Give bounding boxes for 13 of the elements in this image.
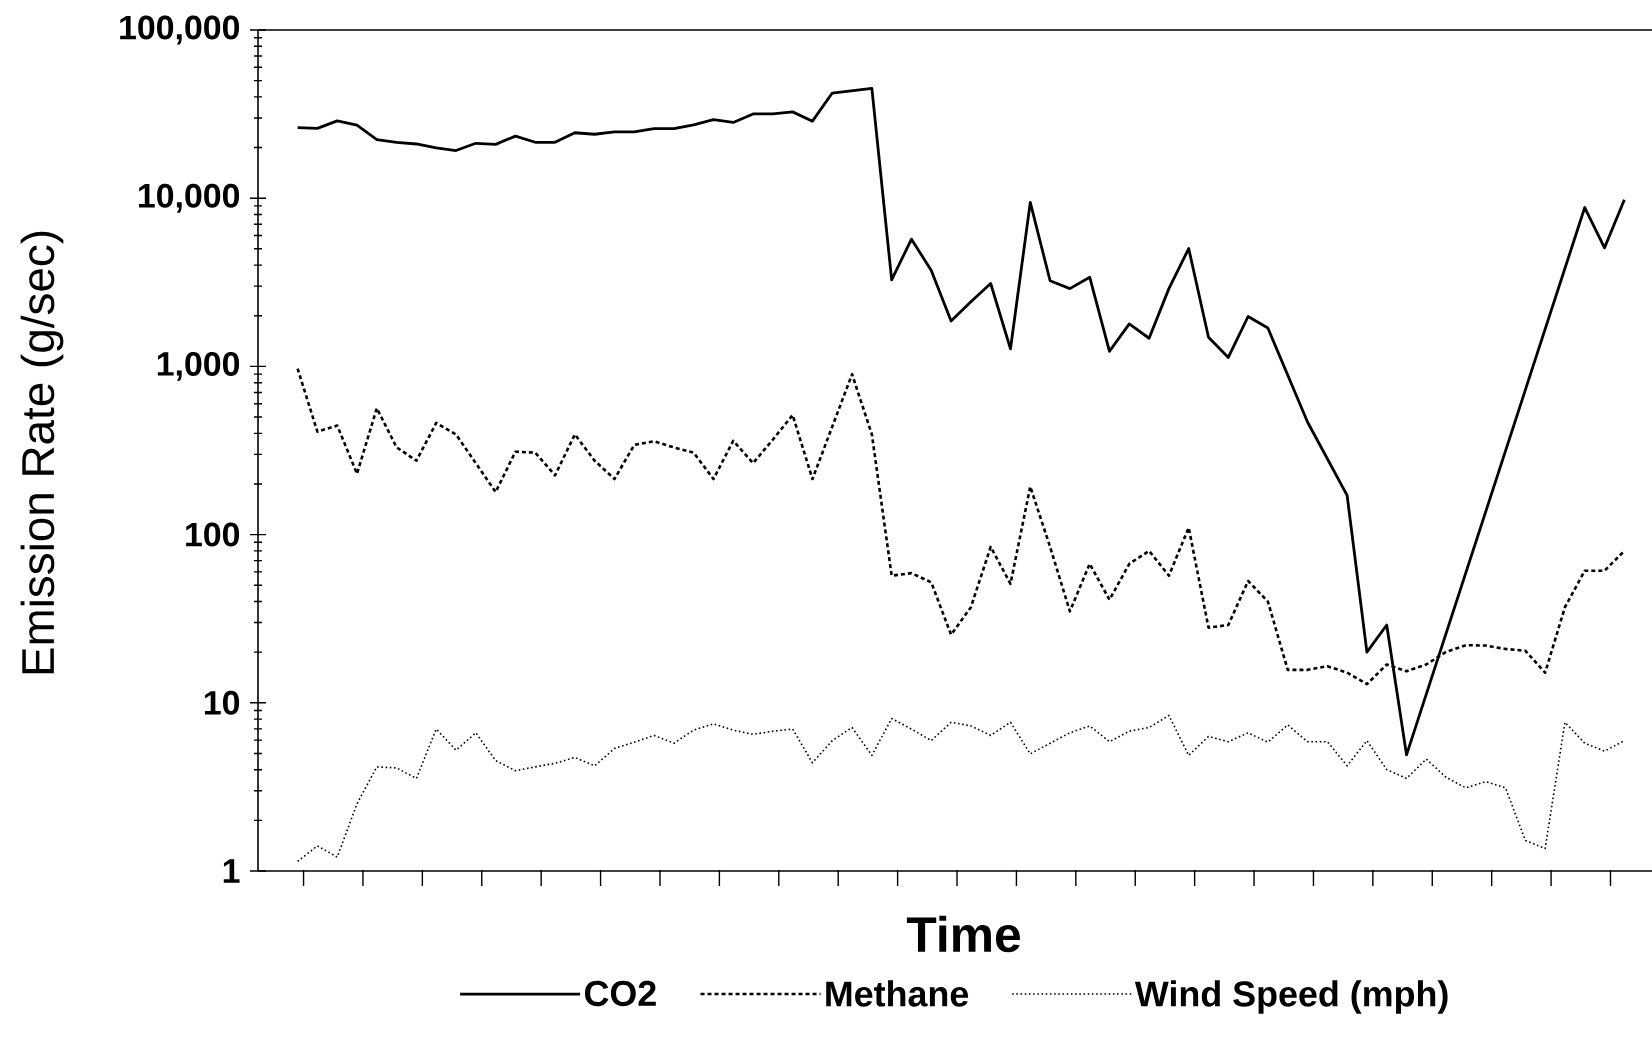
y-tick-label: 100 [186,522,240,547]
y-tick-label: 1 [223,859,240,883]
y-tick-label: 10 [204,690,240,715]
legend-label: Wind Speed (mph) [1134,980,1448,1014]
y-tick-label: 10,000 [139,183,240,213]
legend-label: Methane [826,980,969,1007]
y-axis-title: Emission Rate (g/sec) [20,231,64,674]
legend-label: CO2 [584,980,656,1007]
y-tick-label: 100,000 [120,15,240,45]
line-series [296,714,1626,863]
y-tick-label: 1,000 [157,351,240,381]
line-series [296,86,1626,757]
x-axis-title: Time [906,915,1020,953]
